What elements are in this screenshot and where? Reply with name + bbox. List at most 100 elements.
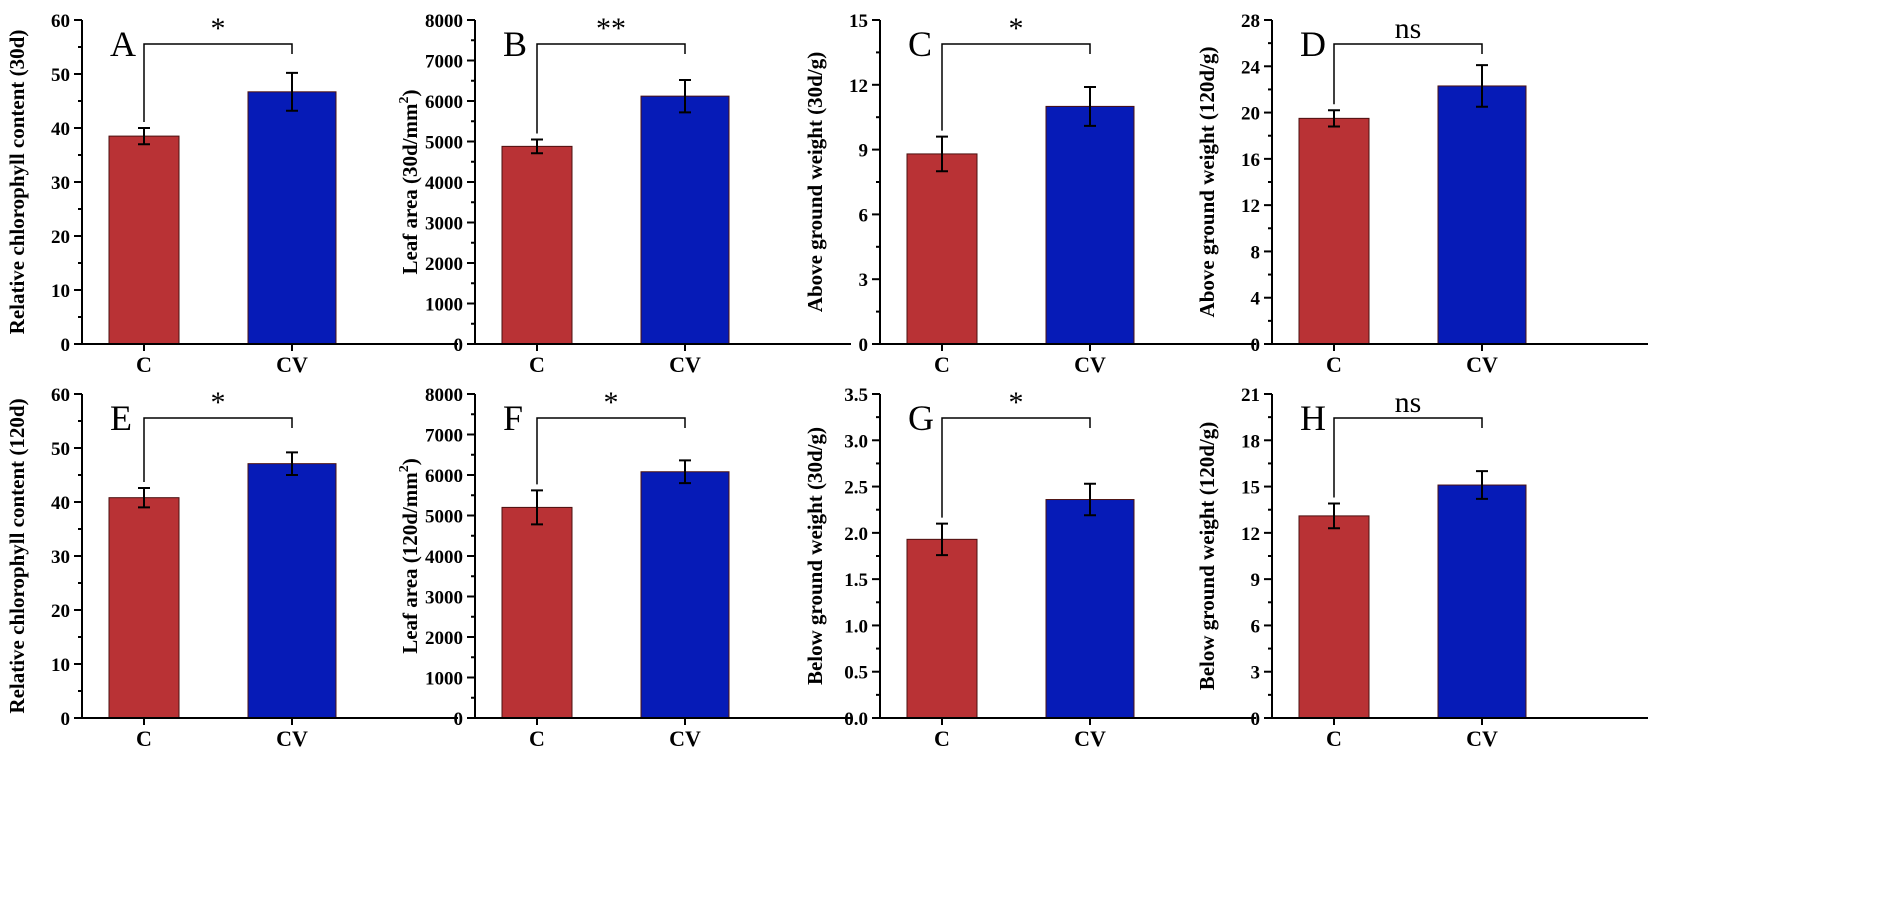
significance-bracket bbox=[536, 43, 686, 134]
y-tick-label: 3000 bbox=[425, 588, 463, 609]
y-tick-label: 1000 bbox=[425, 295, 463, 316]
significance-label: ** bbox=[596, 12, 626, 45]
panel-letter: B bbox=[503, 24, 527, 64]
error-bar-c bbox=[531, 138, 543, 155]
y-tick-label: 9 bbox=[859, 141, 869, 162]
y-tick-label: 12 bbox=[849, 76, 868, 97]
error-bar-c bbox=[1328, 109, 1340, 128]
y-tick-label: 60 bbox=[51, 11, 70, 32]
error-bar-c bbox=[1328, 502, 1340, 530]
y-tick-label: 2.0 bbox=[844, 524, 868, 545]
x-tick-label-cv: CV bbox=[1466, 726, 1498, 751]
significance-bracket bbox=[1333, 417, 1483, 498]
y-tick-label: 8000 bbox=[425, 11, 463, 32]
x-tick-label-c: C bbox=[136, 726, 152, 751]
significance-label: * bbox=[211, 386, 226, 419]
bar-c bbox=[108, 497, 180, 719]
bar-cv bbox=[1045, 499, 1135, 719]
x-tick-label-cv: CV bbox=[276, 352, 308, 377]
y-axis-label: Leaf area (30d/mm2) bbox=[397, 89, 422, 274]
y-tick-label: 2000 bbox=[425, 254, 463, 275]
bar-c bbox=[1298, 515, 1370, 719]
y-axis-label-text: Below ground weight (120d/g) bbox=[1195, 422, 1219, 691]
y-tick-label: 21 bbox=[1241, 385, 1260, 406]
y-tick-label: 1000 bbox=[425, 669, 463, 690]
significance-bracket bbox=[941, 43, 1091, 131]
y-axis-label: Relative chlorophyll content (120d) bbox=[5, 398, 29, 713]
panel-letter: H bbox=[1300, 398, 1326, 438]
significance-bracket bbox=[941, 417, 1091, 518]
x-tick-label-cv: CV bbox=[1074, 726, 1106, 751]
y-tick-label: 3.5 bbox=[844, 385, 868, 406]
x-tick-label-cv: CV bbox=[276, 726, 308, 751]
y-tick-label: 8000 bbox=[425, 385, 463, 406]
y-tick-label: 12 bbox=[1241, 196, 1260, 217]
chart-panel-d: C CV 0 4 8 12 16 20 24 28 Above ground weight (120… bbox=[1195, 11, 1648, 377]
bar-c bbox=[1298, 117, 1370, 345]
x-tick-label-c: C bbox=[529, 726, 545, 751]
y-tick-label: 20 bbox=[1241, 104, 1260, 125]
x-tick-label-cv: CV bbox=[669, 726, 701, 751]
y-tick-label: 4 bbox=[1251, 289, 1261, 310]
y-tick-label: 0 bbox=[61, 709, 71, 730]
y-tick-label: 0 bbox=[859, 335, 869, 356]
y-tick-label: 3 bbox=[859, 270, 869, 291]
chart-panel-h: C CV 0 3 6 9 12 15 18 21 Below ground weight (120d… bbox=[1195, 385, 1648, 751]
y-axis-label: Above ground weight (30d/g) bbox=[803, 52, 827, 312]
error-bar-cv bbox=[679, 78, 691, 114]
x-tick-label-cv: CV bbox=[1466, 352, 1498, 377]
significance-label: * bbox=[604, 386, 619, 419]
y-tick-label: 3000 bbox=[425, 214, 463, 235]
y-tick-label: 24 bbox=[1241, 57, 1261, 78]
x-tick-label-c: C bbox=[1326, 726, 1342, 751]
y-axis-label-tail: ) bbox=[398, 458, 422, 465]
y-axis-label-superscript: 2 bbox=[397, 96, 412, 103]
bar-c bbox=[501, 145, 573, 345]
bar-cv bbox=[247, 463, 337, 719]
significance-bracket bbox=[536, 417, 686, 485]
y-tick-label: 5000 bbox=[425, 507, 463, 528]
error-bar-cv bbox=[1476, 470, 1488, 500]
x-tick-label-c: C bbox=[1326, 352, 1342, 377]
y-tick-label: 28 bbox=[1241, 11, 1260, 32]
significance-bracket bbox=[143, 417, 293, 482]
y-tick-label: 15 bbox=[1241, 478, 1260, 499]
bar-cv bbox=[247, 91, 337, 345]
y-axis-label-text: Relative chlorophyll content (120d) bbox=[5, 398, 29, 713]
y-tick-label: 12 bbox=[1241, 524, 1260, 545]
y-tick-label: 0 bbox=[1251, 335, 1261, 356]
y-tick-label: 3 bbox=[1251, 663, 1261, 684]
y-tick-label: 0.5 bbox=[844, 663, 868, 684]
bar-c bbox=[501, 506, 573, 719]
y-tick-label: 10 bbox=[51, 655, 70, 676]
y-axis-label-text: Relative chlorophyll content (30d) bbox=[5, 30, 29, 335]
y-axis-label: Relative chlorophyll content (30d) bbox=[5, 30, 29, 335]
y-tick-label: 60 bbox=[51, 385, 70, 406]
y-tick-label: 10 bbox=[51, 281, 70, 302]
panel-letter: E bbox=[110, 398, 132, 438]
chart-panel-c: C CV 0 3 6 9 12 15 Above ground weight (30d/g) C * bbox=[803, 11, 1256, 377]
y-axis-label-text: Leaf area (120d/mm bbox=[398, 472, 422, 654]
error-bar-cv bbox=[679, 459, 691, 485]
y-tick-label: 3.0 bbox=[844, 431, 868, 452]
panel-letter: A bbox=[110, 24, 136, 64]
x-tick-label-cv: CV bbox=[669, 352, 701, 377]
x-tick-label-c: C bbox=[529, 352, 545, 377]
x-tick-label-c: C bbox=[934, 352, 950, 377]
x-tick-label-c: C bbox=[136, 352, 152, 377]
y-tick-label: 6 bbox=[859, 205, 869, 226]
y-tick-label: 4000 bbox=[425, 173, 463, 194]
error-bar-cv bbox=[286, 71, 298, 112]
bar-cv bbox=[1437, 484, 1527, 719]
y-tick-label: 30 bbox=[51, 173, 70, 194]
error-bar-cv bbox=[286, 451, 298, 476]
y-tick-label: 6000 bbox=[425, 92, 463, 113]
y-tick-label: 2.5 bbox=[844, 478, 868, 499]
y-tick-label: 15 bbox=[849, 11, 868, 32]
y-tick-label: 6 bbox=[1251, 616, 1261, 637]
y-tick-label: 20 bbox=[51, 601, 70, 622]
y-axis-label: Leaf area (120d/mm2) bbox=[397, 458, 422, 654]
significance-label: * bbox=[211, 12, 226, 45]
y-tick-label: 30 bbox=[51, 547, 70, 568]
